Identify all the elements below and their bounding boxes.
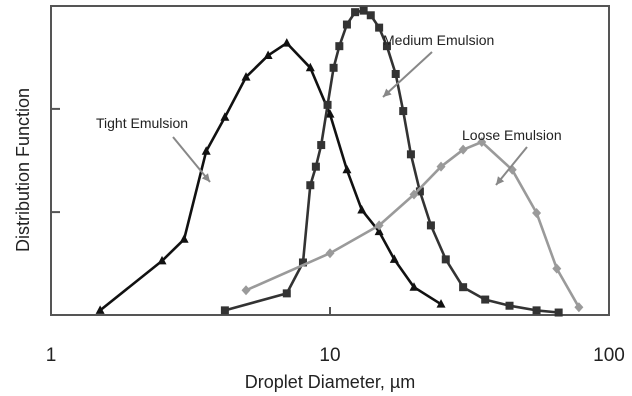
annotation-arrowhead-medium-emulsion: [383, 88, 392, 97]
y-axis-label: Distribution Function: [13, 88, 33, 252]
medium-emulsion-line: [224, 9, 559, 314]
tight-emulsion-point: [95, 305, 105, 314]
medium-emulsion-point: [382, 42, 391, 51]
tight-emulsion-point: [374, 226, 384, 236]
loose-emulsion-point: [574, 302, 584, 313]
medium-emulsion-point: [415, 187, 424, 196]
tight-emulsion-point: [436, 299, 446, 308]
tight-emulsion-point: [282, 38, 292, 47]
annotation-layer: Tight Emulsion Medium Emulsion Loose Emuls…: [96, 32, 562, 186]
medium-emulsion-point: [220, 306, 229, 315]
annotation-arrowhead-loose-emulsion: [496, 176, 505, 185]
medium-emulsion-point: [359, 6, 368, 15]
annotation-arrowhead-tight-emulsion: [201, 173, 210, 182]
medium-emulsion-point: [282, 289, 291, 298]
series-layer: [95, 6, 584, 317]
tight-emulsion-point: [263, 50, 273, 59]
medium-emulsion-point: [351, 8, 360, 17]
tight-emulsion-point: [157, 255, 167, 265]
tight-emulsion-point: [357, 204, 367, 214]
loose-emulsion-point: [409, 189, 419, 200]
medium-emulsion-point: [306, 181, 315, 190]
loose-emulsion-point: [436, 161, 446, 172]
series-tight-emulsion: [95, 38, 446, 314]
medium-emulsion-point: [311, 162, 320, 171]
loose-emulsion-point: [325, 248, 335, 259]
series-loose-emulsion: [241, 136, 584, 313]
medium-emulsion-point: [532, 306, 541, 315]
x-tick-label-1: 1: [46, 345, 57, 366]
annotation-arrow-loose-emulsion: [495, 146, 528, 186]
tight-emulsion-point: [220, 112, 230, 121]
x-tick-label-10: 10: [319, 345, 340, 366]
tight-emulsion-point: [201, 146, 211, 155]
medium-emulsion-point: [329, 63, 338, 72]
medium-emulsion-point: [481, 295, 490, 304]
medium-emulsion-point: [375, 23, 384, 32]
medium-emulsion-point: [342, 20, 351, 29]
loose-emulsion-point: [552, 263, 562, 274]
loose-emulsion-point: [374, 220, 384, 231]
medium-emulsion-point: [406, 150, 415, 159]
medium-emulsion-point: [298, 258, 307, 267]
annotation-loose-emulsion: Loose Emulsion: [462, 127, 562, 143]
medium-emulsion-point: [335, 42, 344, 51]
medium-emulsion-point: [426, 221, 435, 230]
loose-emulsion-point: [458, 144, 468, 155]
tight-emulsion-point: [389, 254, 399, 263]
loose-emulsion-line: [245, 140, 581, 308]
y-axis-ticks: [51, 107, 60, 316]
x-axis-label: Droplet Diameter, µm: [245, 372, 415, 392]
loose-emulsion-point: [241, 285, 251, 296]
loose-emulsion-point: [532, 208, 542, 219]
tight-emulsion-point: [241, 72, 251, 81]
annotation-medium-emulsion: Medium Emulsion: [383, 32, 494, 48]
tight-emulsion-point: [325, 109, 335, 118]
medium-emulsion-point: [317, 141, 326, 150]
medium-emulsion-point: [441, 255, 450, 264]
annotation-arrow-tight-emulsion: [172, 136, 211, 183]
plot-frame: [50, 5, 610, 316]
x-tick-labels: 1 10 100: [46, 345, 625, 366]
annotation-arrow-medium-emulsion: [382, 51, 433, 98]
loose-emulsion-point: [477, 136, 487, 147]
medium-emulsion-point: [459, 283, 468, 292]
medium-emulsion-point: [505, 301, 514, 310]
tight-emulsion-point: [409, 282, 419, 291]
medium-emulsion-point: [323, 100, 332, 109]
x-tick-label-100: 100: [593, 345, 625, 366]
tight-emulsion-point: [179, 234, 189, 243]
series-medium-emulsion: [220, 6, 563, 317]
medium-emulsion-point: [391, 69, 400, 78]
tight-emulsion-point: [342, 164, 352, 174]
tight-emulsion-point: [305, 62, 315, 72]
annotation-tight-emulsion: Tight Emulsion: [96, 115, 188, 131]
medium-emulsion-point: [399, 107, 408, 116]
medium-emulsion-point: [366, 11, 375, 20]
tight-emulsion-line: [99, 41, 442, 312]
medium-emulsion-point: [554, 308, 563, 317]
